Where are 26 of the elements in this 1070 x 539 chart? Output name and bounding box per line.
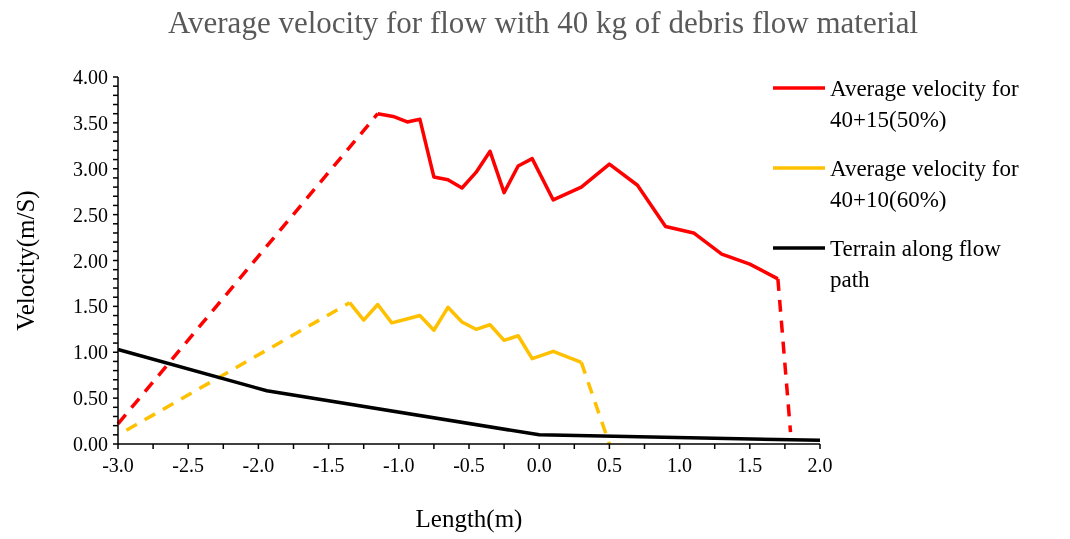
x-tick-label: 0.5 <box>596 454 622 476</box>
y-tick-label: 1.50 <box>73 295 108 318</box>
y-tick-label: 2.00 <box>73 249 108 272</box>
x-tick-label: -0.5 <box>453 454 485 476</box>
y-tick-label: 3.50 <box>73 111 108 134</box>
y-tick-label: 3.00 <box>73 157 108 180</box>
x-tick-label: -2.5 <box>172 454 205 476</box>
y-tick-label: 2.50 <box>73 203 108 226</box>
legend-label: Average velocity for 40+15(50%) <box>830 76 1019 132</box>
y-tick-label: 4.00 <box>73 66 108 88</box>
x-tick-label: 1.0 <box>667 454 693 476</box>
legend-label: Average velocity for 40+10(60%) <box>830 156 1019 212</box>
x-tick-label: 0.0 <box>526 454 552 476</box>
x-tick-label: -1.5 <box>312 454 345 476</box>
x-tick-label: -3.0 <box>102 454 134 476</box>
y-tick-label: 1.00 <box>73 341 108 364</box>
x-tick-label: 2.0 <box>807 454 833 476</box>
x-tick-label: 1.5 <box>737 454 763 476</box>
legend-label: Terrain along flow path <box>830 236 1002 292</box>
x-tick-label: -1.0 <box>382 454 415 476</box>
x-axis-title: Length(m) <box>415 505 523 533</box>
x-tick-label: -2.0 <box>242 454 275 476</box>
y-tick-label: 0.50 <box>73 387 108 410</box>
y-axis-title: Velocity(m/S) <box>12 190 40 331</box>
y-tick-label: 0.00 <box>73 433 108 455</box>
chart-title: Average velocity for flow with 40 kg of debris flow material <box>167 5 919 40</box>
